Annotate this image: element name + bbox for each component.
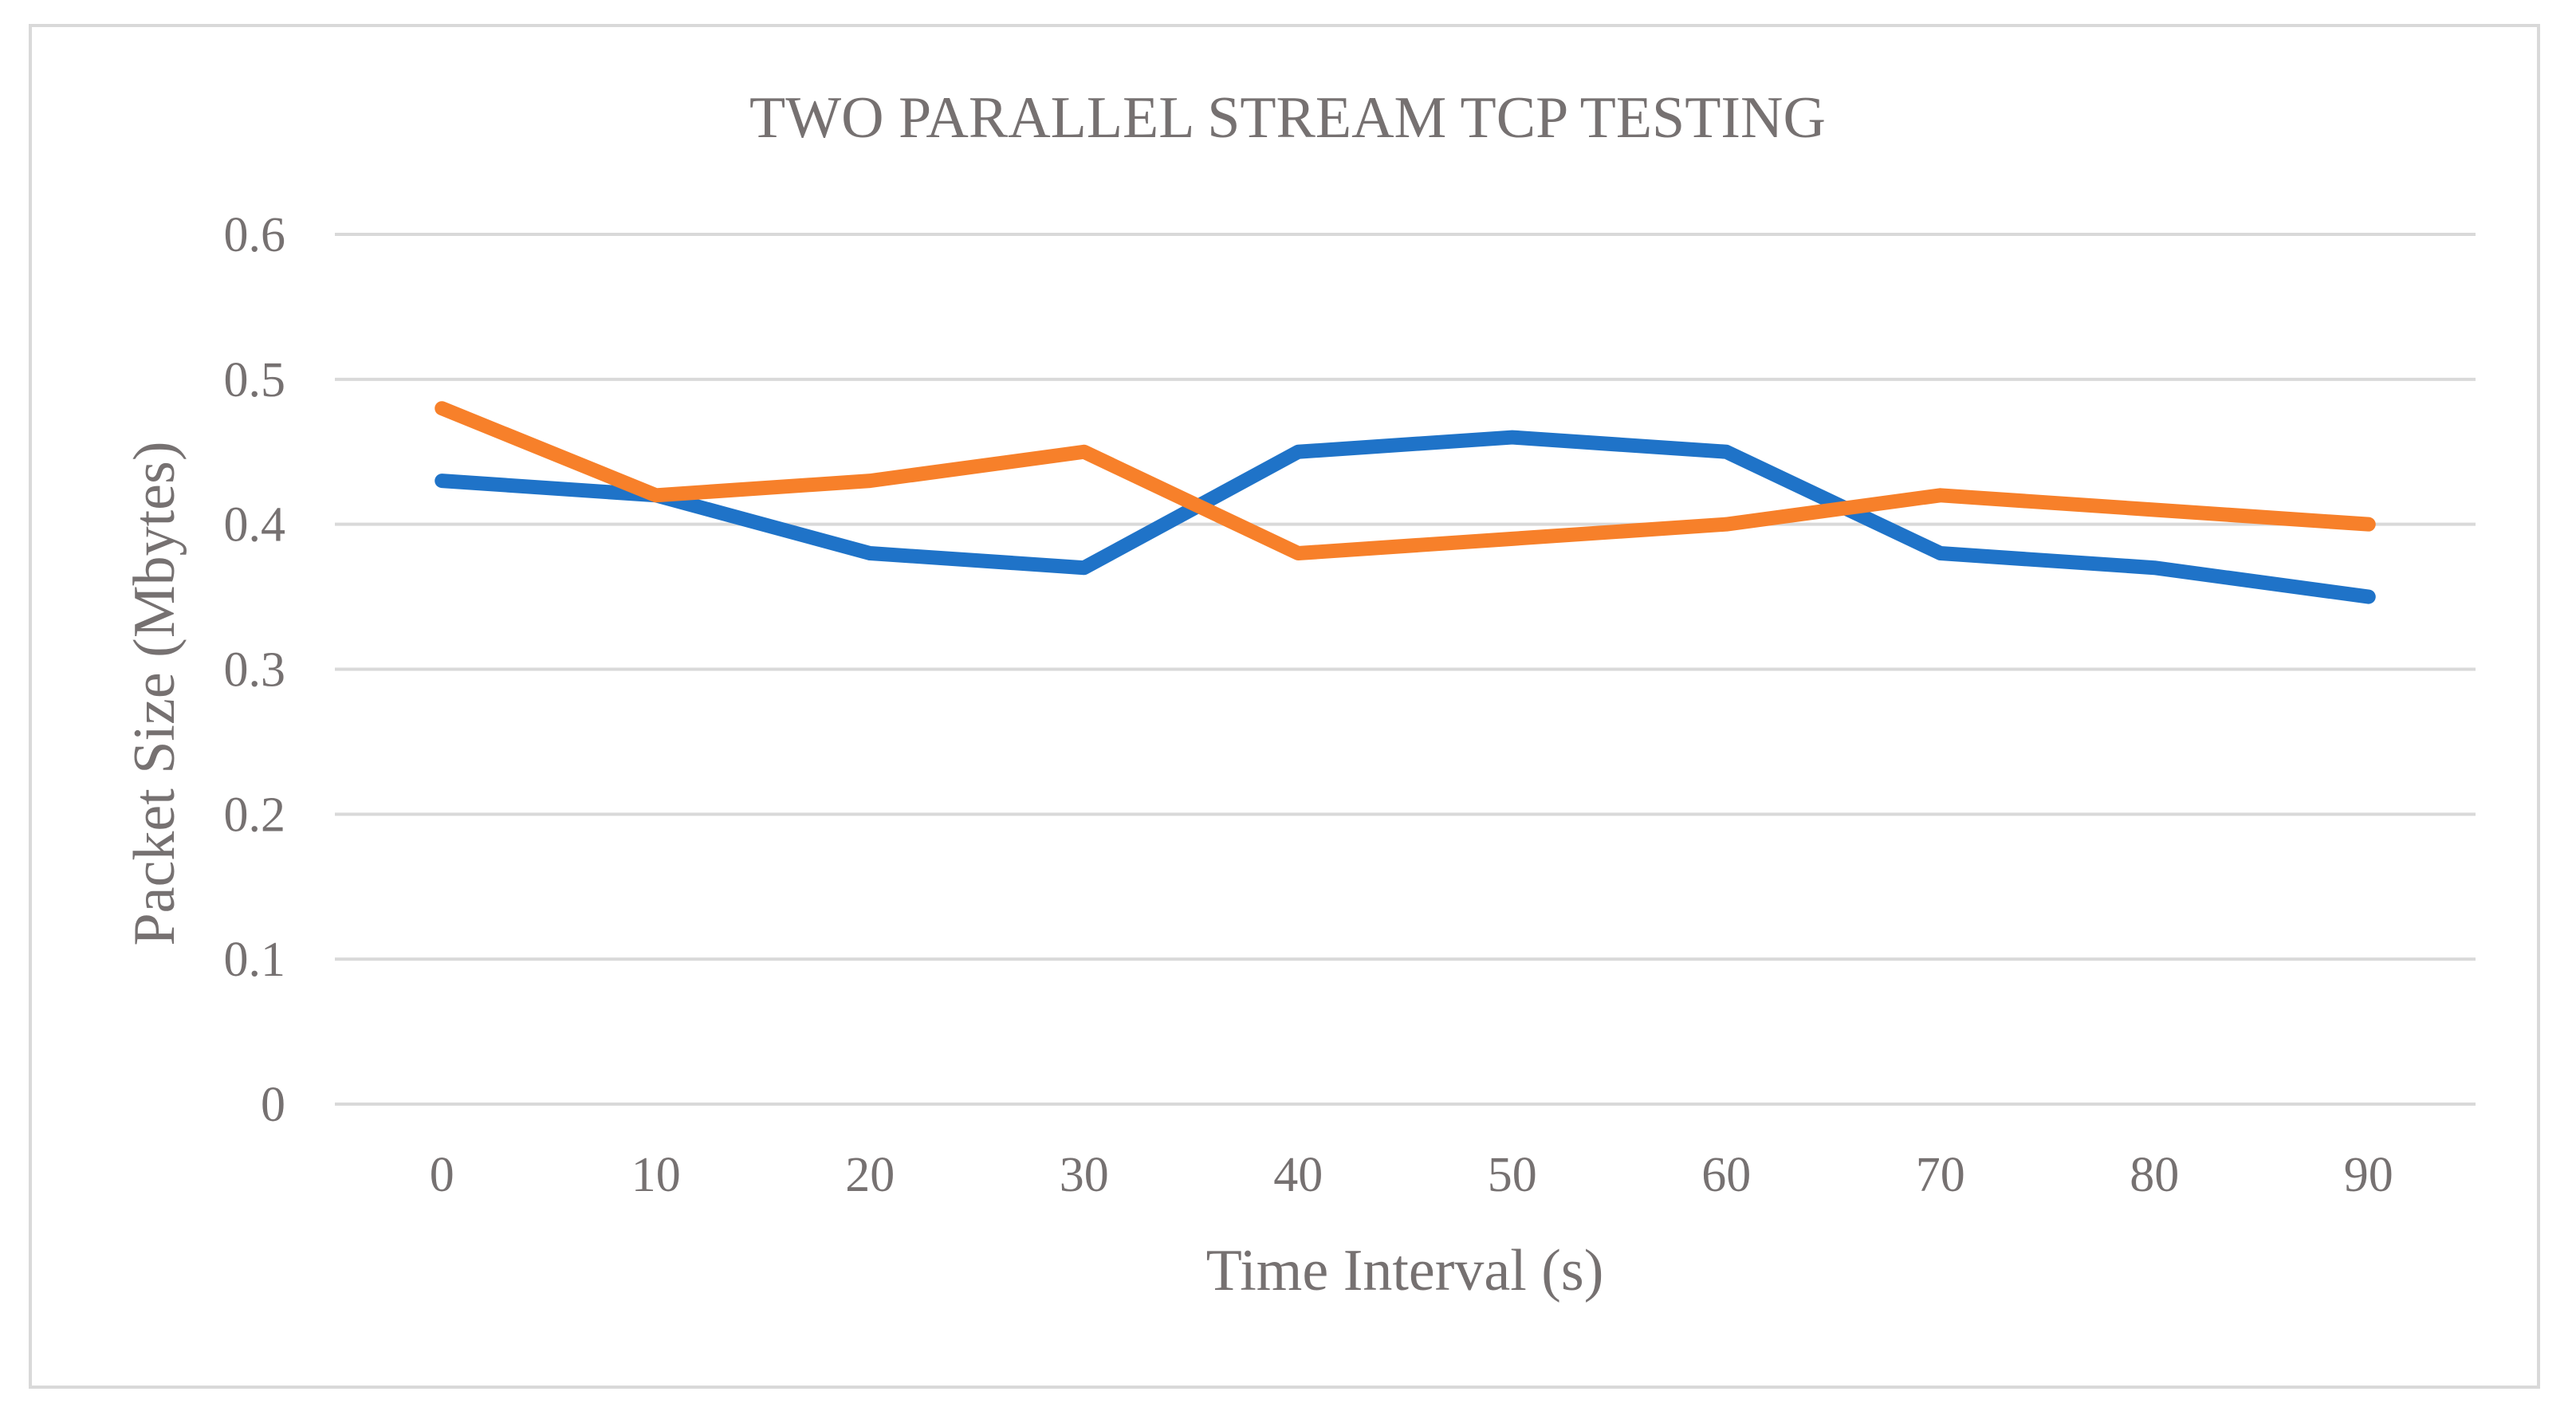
- x-tick-label: 80: [2130, 1148, 2179, 1202]
- series-2-point: [1083, 451, 1085, 453]
- series-2-point: [1940, 494, 1941, 496]
- x-tick-label: 40: [1273, 1148, 1323, 1202]
- series-line-2: [435, 401, 2376, 561]
- chart-title: TWO PARALLEL STREAM TCP TESTING: [749, 85, 1826, 151]
- chart-frame: [29, 24, 2540, 1389]
- x-tick-label: 90: [2344, 1148, 2393, 1202]
- y-tick-label: 0.1: [224, 933, 286, 987]
- x-tick-label: 70: [1916, 1148, 1965, 1202]
- series-lines: [435, 401, 2376, 604]
- series-2-point: [655, 494, 657, 496]
- series-1-point: [1297, 451, 1299, 453]
- series-1-point: [869, 552, 871, 554]
- y-tick-label: 0.4: [224, 498, 286, 552]
- y-tick-label: 0.6: [224, 208, 286, 262]
- y-tick-label: 0.5: [224, 353, 286, 407]
- series-1-point: [1940, 552, 1941, 554]
- series-line-1: [435, 430, 2376, 604]
- x-tick-label: 20: [845, 1148, 895, 1202]
- series-1-point: [1725, 451, 1727, 453]
- x-axis-title: Time Interval (s): [1206, 1238, 1604, 1303]
- y-tick-label: 0: [261, 1078, 285, 1132]
- x-tick-label: 10: [631, 1148, 681, 1202]
- series-2-point: [2368, 524, 2370, 525]
- series-1-point: [2368, 596, 2370, 598]
- series-2-point: [869, 480, 871, 482]
- series-2-point: [2153, 509, 2155, 510]
- y-axis-tick-labels: 0 0.1 0.2 0.3 0.4 0.5 0.6: [224, 208, 286, 1132]
- y-tick-label: 0.2: [224, 788, 286, 842]
- x-tick-label: 50: [1488, 1148, 1537, 1202]
- series-2-point: [1297, 552, 1299, 554]
- y-tick-label: 0.3: [224, 643, 286, 698]
- x-tick-label: 0: [430, 1148, 454, 1202]
- x-tick-label: 30: [1060, 1148, 1109, 1202]
- gridlines: [335, 233, 2476, 1106]
- x-tick-label: 60: [1701, 1148, 1751, 1202]
- series-2-point: [1725, 524, 1727, 525]
- y-axis-title: Packet Size (Mbytes): [122, 442, 187, 946]
- x-axis-tick-labels: 0 10 20 30 40 50 60 70 80 90: [430, 1148, 2393, 1202]
